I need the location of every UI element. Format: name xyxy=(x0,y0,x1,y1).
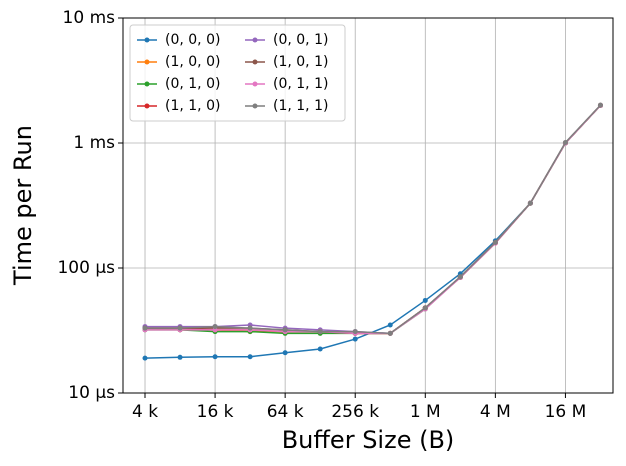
data-point xyxy=(282,327,288,333)
data-point xyxy=(422,297,428,303)
legend-marker xyxy=(252,103,258,109)
x-tick-label: 4 k xyxy=(132,402,158,422)
data-point xyxy=(177,354,183,360)
y-axis-label: Time per Run xyxy=(9,125,37,286)
y-tick-label: 100 µs xyxy=(57,258,115,278)
legend-box xyxy=(129,24,346,122)
y-tick-label: 10 ms xyxy=(63,8,116,28)
data-point xyxy=(247,325,253,331)
x-tick-label: 16 M xyxy=(545,402,587,422)
x-tick-label: 64 k xyxy=(267,402,304,422)
data-point xyxy=(247,354,253,360)
data-point xyxy=(422,305,428,311)
data-point xyxy=(492,239,498,245)
data-point xyxy=(212,354,218,360)
series-line xyxy=(145,104,602,335)
series-line xyxy=(145,104,602,335)
legend-label: (1, 0, 1) xyxy=(273,54,328,70)
series-line xyxy=(145,104,602,335)
legend-marker xyxy=(252,81,258,87)
data-point xyxy=(562,139,568,145)
legend-marker xyxy=(144,59,150,65)
data-point xyxy=(142,325,148,331)
legend-marker xyxy=(252,37,258,43)
legend-marker xyxy=(144,37,150,43)
legend-label: (0, 0, 1) xyxy=(273,32,328,48)
x-tick-label: 4 M xyxy=(480,402,511,422)
series-line xyxy=(144,104,602,335)
y-tick-label: 10 µs xyxy=(68,383,115,403)
data-point xyxy=(457,274,463,280)
series-line xyxy=(145,104,602,335)
legend-label: (1, 1, 0) xyxy=(165,98,220,114)
data-point xyxy=(527,200,533,206)
series-line xyxy=(145,104,602,335)
x-tick-label: 16 k xyxy=(197,402,234,422)
data-point xyxy=(352,336,358,342)
x-tick-label: 256 k xyxy=(331,402,379,422)
x-axis-label: Buffer Size (B) xyxy=(282,426,455,454)
legend-label: (0, 1, 1) xyxy=(273,76,328,92)
legend-marker xyxy=(144,103,150,109)
data-point xyxy=(597,102,603,108)
series-line xyxy=(145,104,602,335)
data-point xyxy=(177,325,183,331)
legend-label: (1, 0, 0) xyxy=(165,54,220,70)
plot-frame xyxy=(122,17,614,394)
legend-label: (1, 1, 1) xyxy=(273,98,328,114)
legend-label: (0, 1, 0) xyxy=(165,76,220,92)
legend-marker xyxy=(252,59,258,65)
y-tick-label: 1 ms xyxy=(73,133,115,153)
data-point xyxy=(352,329,358,335)
data-point xyxy=(387,322,393,328)
legend-marker xyxy=(144,81,150,87)
data-point xyxy=(317,329,323,335)
data-point xyxy=(317,346,323,352)
data-point xyxy=(142,355,148,361)
data-point xyxy=(387,330,393,336)
x-tick-label: 1 M xyxy=(410,402,441,422)
data-point xyxy=(212,324,218,330)
legend-label: (0, 0, 0) xyxy=(165,32,220,48)
data-point xyxy=(282,350,288,356)
